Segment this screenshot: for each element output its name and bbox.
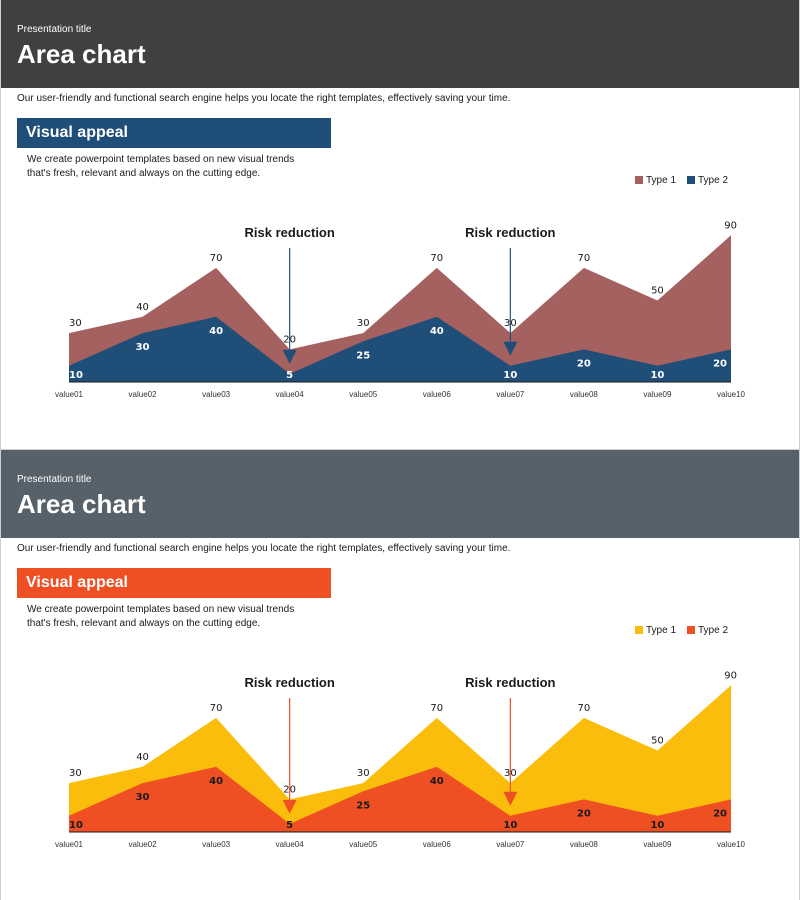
x-tick-label: value05	[349, 840, 378, 849]
risk-reduction-label: Risk reduction	[245, 225, 335, 240]
x-tick-label: value05	[349, 390, 378, 399]
data-label-type-2: 10	[69, 370, 83, 381]
x-tick-label: value03	[202, 840, 231, 849]
data-label-type-2: 40	[209, 776, 223, 787]
section-bar: Visual appeal	[17, 568, 331, 598]
risk-reduction-label: Risk reduction	[465, 225, 555, 240]
legend-label-type-2: Type 2	[698, 625, 728, 636]
slide-2: Presentation title Area chart Our user-f…	[0, 450, 800, 900]
body-text-line: that's fresh, relevant and always on the…	[27, 168, 261, 179]
x-tick-label: value01	[55, 840, 84, 849]
slide-1: Presentation title Area chart Our user-f…	[0, 0, 800, 450]
data-label-type-2: 40	[209, 326, 223, 337]
data-label-type-2: 40	[430, 326, 444, 337]
presentation-title-label: Presentation title	[17, 474, 92, 485]
legend-swatch-type-1	[635, 176, 643, 184]
x-tick-label: value03	[202, 390, 231, 399]
annotation-arrow-head	[503, 341, 518, 356]
data-label-type-2: 10	[650, 370, 664, 381]
data-label-type-2: 20	[577, 358, 591, 369]
data-label-type-2: 5	[286, 370, 293, 381]
data-label-type-1: 90	[724, 220, 737, 231]
legend-label-type-1: Type 1	[646, 175, 676, 186]
data-label-type-2: 10	[650, 820, 664, 831]
risk-reduction-label: Risk reduction	[465, 675, 555, 690]
data-label-type-1: 90	[724, 670, 737, 681]
data-label-type-2: 10	[503, 820, 517, 831]
x-tick-label: value06	[423, 390, 452, 399]
data-label-type-1: 50	[651, 286, 664, 297]
data-label-type-1: 70	[430, 253, 443, 264]
area-chart: value01 value02 value03 value04 value05 value…	[55, 625, 746, 849]
x-tick-label: value04	[276, 840, 305, 849]
data-label-type-2: 20	[713, 808, 727, 819]
slide-title: Area chart	[17, 489, 146, 519]
annotation-arrow-head	[282, 349, 297, 364]
x-tick-label: value10	[717, 840, 746, 849]
data-label-type-2: 20	[577, 808, 591, 819]
x-tick-label: value08	[570, 840, 599, 849]
section-bar: Visual appeal	[17, 118, 331, 148]
x-tick-label: value10	[717, 390, 746, 399]
data-label-type-2: 5	[286, 820, 293, 831]
data-label-type-2: 25	[356, 800, 370, 811]
annotation-arrow-head	[503, 791, 518, 806]
data-label-type-2: 25	[356, 350, 370, 361]
slide-header: Presentation title Area chart	[1, 450, 799, 538]
data-label-type-2: 40	[430, 776, 444, 787]
slide-header: Presentation title Area chart	[1, 0, 799, 88]
data-label-type-1: 40	[136, 752, 149, 763]
legend-swatch-type-2	[687, 626, 695, 634]
x-tick-label: value02	[129, 390, 158, 399]
series-area-type-2	[69, 316, 731, 382]
legend-label-type-1: Type 1	[646, 625, 676, 636]
section-label: Visual appeal	[26, 574, 128, 591]
section-label: Visual appeal	[26, 124, 128, 141]
data-label-type-2: 30	[136, 792, 150, 803]
presentation-title-label: Presentation title	[17, 24, 92, 35]
risk-reduction-label: Risk reduction	[245, 675, 335, 690]
slide-description: Our user-friendly and functional search …	[17, 543, 511, 554]
data-label-type-1: 50	[651, 736, 664, 747]
data-label-type-1: 70	[578, 253, 591, 264]
slide-title: Area chart	[17, 39, 146, 69]
legend-label-type-2: Type 2	[698, 175, 728, 186]
annotation-arrow-head	[282, 799, 297, 814]
data-label-type-1: 30	[357, 768, 370, 779]
data-label-type-2: 30	[136, 342, 150, 353]
series-area-type-2	[69, 766, 731, 832]
data-label-type-1: 70	[210, 253, 223, 264]
data-label-type-2: 10	[503, 370, 517, 381]
x-tick-label: value09	[643, 840, 672, 849]
body-text-line: We create powerpoint templates based on …	[27, 604, 295, 615]
x-tick-label: value04	[276, 390, 305, 399]
data-label-type-2: 20	[713, 358, 727, 369]
x-tick-label: value02	[129, 840, 158, 849]
data-label-type-1: 40	[136, 302, 149, 313]
body-text-line: We create powerpoint templates based on …	[27, 154, 295, 165]
body-text: We create powerpoint templates based on …	[27, 153, 347, 181]
x-tick-label: value09	[643, 390, 672, 399]
legend-swatch-type-1	[635, 626, 643, 634]
slide-description: Our user-friendly and functional search …	[17, 93, 511, 104]
x-tick-label: value07	[496, 390, 525, 399]
area-chart: value01 value02 value03 value04 value05 value…	[55, 175, 746, 399]
data-label-type-1: 70	[578, 703, 591, 714]
data-label-type-1: 70	[210, 703, 223, 714]
data-label-type-1: 70	[430, 703, 443, 714]
x-tick-label: value08	[570, 390, 599, 399]
x-tick-label: value01	[55, 390, 84, 399]
data-label-type-1: 30	[69, 318, 82, 329]
legend-swatch-type-2	[687, 176, 695, 184]
body-text-line: that's fresh, relevant and always on the…	[27, 618, 261, 629]
data-label-type-1: 30	[357, 318, 370, 329]
x-tick-label: value07	[496, 840, 525, 849]
body-text: We create powerpoint templates based on …	[27, 603, 347, 631]
data-label-type-1: 30	[69, 768, 82, 779]
data-label-type-2: 10	[69, 820, 83, 831]
x-tick-label: value06	[423, 840, 452, 849]
